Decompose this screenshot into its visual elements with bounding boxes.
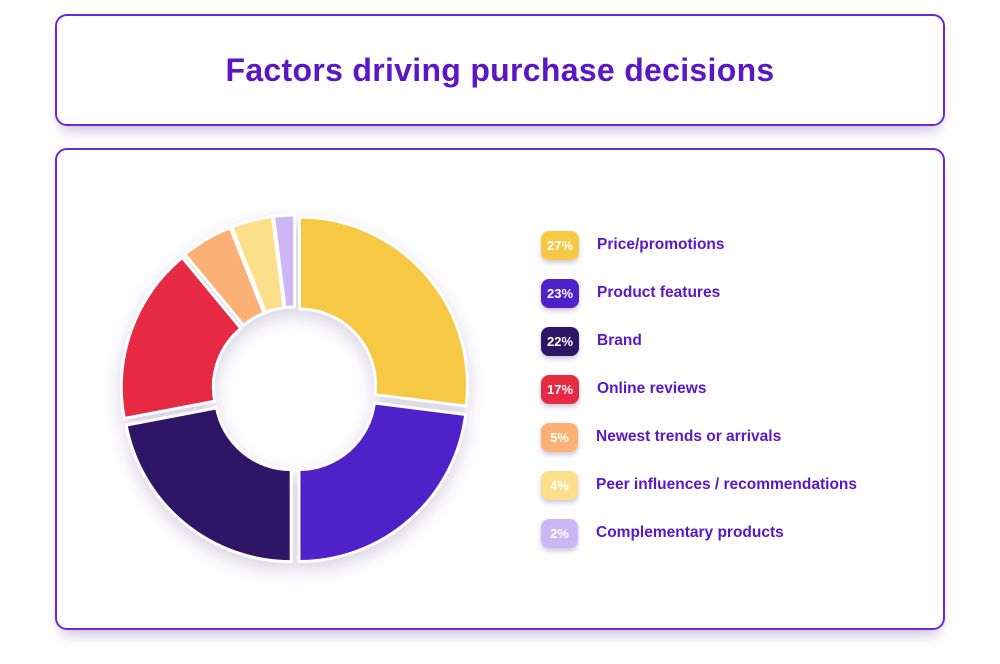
legend-item-1: 23% Product features — [541, 278, 857, 308]
donut-svg — [119, 213, 469, 564]
donut-chart — [85, 179, 505, 599]
legend-item-0: 27% Price/promotions — [541, 230, 857, 260]
legend-percent-badge: 5% — [541, 422, 578, 452]
title-card: Factors driving purchase decisions — [55, 14, 945, 126]
legend-label: Price/promotions — [597, 236, 725, 253]
legend-item-3: 17% Online reviews — [541, 374, 857, 404]
legend-label: Product features — [597, 284, 721, 301]
donut-slice-4 — [183, 226, 266, 327]
legend-item-5: 4% Peer influences / recommendations — [541, 470, 858, 500]
legend-item-2: 22% Brand — [541, 326, 857, 356]
page-title: Factors driving purchase decisions — [225, 51, 775, 88]
legend: 27% Price/promotions 23% Product feature… — [541, 230, 858, 548]
legend-percent-badge: 23% — [541, 278, 580, 308]
legend-percent-badge: 2% — [541, 518, 578, 548]
legend-label: Newest trends or arrivals — [596, 428, 782, 445]
donut-slice-3 — [119, 256, 243, 420]
donut-slice-6 — [272, 213, 297, 310]
legend-label: Peer influences / recommendations — [596, 476, 858, 493]
legend-label: Brand — [597, 332, 642, 349]
chart-card: 27% Price/promotions 23% Product feature… — [55, 148, 945, 630]
legend-label: Online reviews — [597, 380, 707, 397]
donut-slice-1 — [297, 401, 468, 564]
legend-label: Complementary products — [596, 524, 784, 541]
legend-percent-badge: 4% — [541, 470, 578, 500]
donut-slice-0 — [298, 215, 469, 408]
donut-slice-2 — [124, 406, 293, 564]
legend-percent-badge: 22% — [541, 326, 580, 356]
legend-item-6: 2% Complementary products — [541, 518, 857, 548]
legend-percent-badge: 27% — [541, 230, 580, 260]
legend-item-4: 5% Newest trends or arrivals — [541, 422, 857, 452]
legend-percent-badge: 17% — [541, 374, 580, 404]
